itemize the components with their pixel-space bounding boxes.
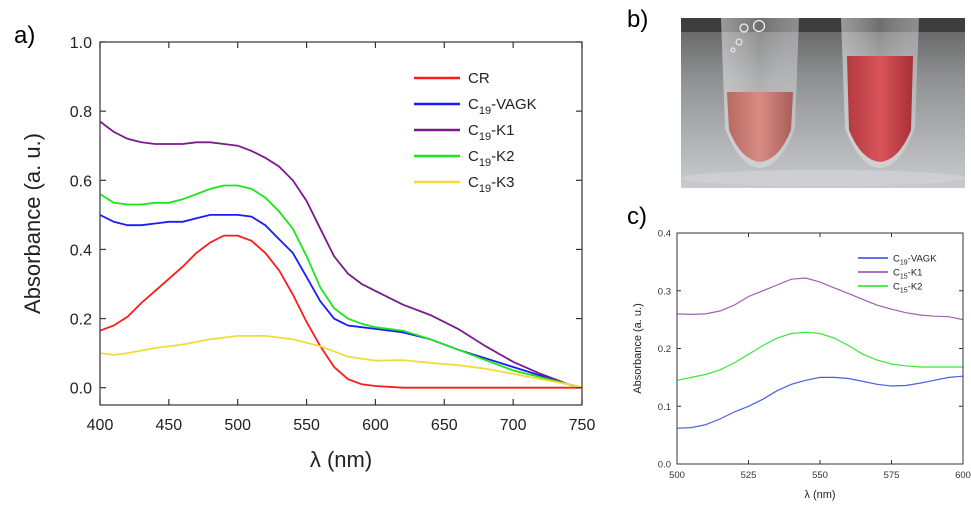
legend-entry: C19-VAGK xyxy=(468,96,537,117)
series-line-cr xyxy=(100,234,582,389)
chart-a: 400 450 500 550 600 650 700 750 0.0 0.2 0.4 0.6 0.8 1… xyxy=(20,35,595,472)
y-tick-label: 0.0 xyxy=(70,381,92,398)
y-axis-title: Absorbance (a. u.) xyxy=(20,133,45,314)
sample-tubes-photo xyxy=(681,18,965,188)
series-line-c19-k1 xyxy=(100,120,582,389)
x-tick-label: 600 xyxy=(955,470,971,481)
x-axis-title: λ (nm) xyxy=(310,447,372,472)
x-tick-label: 500 xyxy=(669,470,685,481)
legend-entry: C19-K3 xyxy=(468,174,514,195)
series-line-c15-k1 xyxy=(677,277,963,321)
plot-frame xyxy=(99,41,583,406)
x-tick-label: 550 xyxy=(293,417,320,434)
series-line-c15-k2 xyxy=(677,331,963,381)
panel-label-c: c) xyxy=(627,203,647,230)
y-tick-label: 0.8 xyxy=(70,104,92,121)
x-tick-label: 650 xyxy=(431,417,458,434)
x-axis-title: λ (nm) xyxy=(804,489,835,501)
y-tick-label: 0.4 xyxy=(70,242,92,259)
legend-entry: C19-K2 xyxy=(468,148,514,169)
x-tick-label: 500 xyxy=(224,417,251,434)
x-tick-label: 525 xyxy=(741,470,757,481)
legend-entry: C15-K2 xyxy=(893,282,922,295)
y-tick-label: 0.1 xyxy=(658,402,671,413)
y-tick-label: 1.0 xyxy=(70,35,92,52)
y-tick-label: 0.0 xyxy=(658,460,671,471)
x-tick-label: 400 xyxy=(87,417,114,434)
y-tick-label: 0.4 xyxy=(658,229,671,240)
legend-entry: C15-K1 xyxy=(893,268,922,281)
x-tick-label: 450 xyxy=(156,417,183,434)
x-tick-label: 575 xyxy=(884,470,900,481)
x-tick-label: 700 xyxy=(500,417,527,434)
x-tick-label: 750 xyxy=(569,417,596,434)
y-tick-label: 0.2 xyxy=(658,344,671,355)
series-line-c19-vagk xyxy=(100,213,582,389)
series-line-c19-k2 xyxy=(100,184,582,389)
y-axis-title: Absorbance (a. u.) xyxy=(632,303,644,394)
panel-label-a: a) xyxy=(14,22,36,49)
panel-label-b: b) xyxy=(627,6,649,33)
legend-entry: C19-K1 xyxy=(468,122,514,143)
series-line-c19-vagk xyxy=(677,375,963,429)
chart-c: 500 525 550 575 600 0.0 0.1 0.2 0.3 0.4 λ (nm) Abso… xyxy=(632,229,971,502)
y-tick-label: 0.3 xyxy=(658,286,671,297)
x-tick-label: 550 xyxy=(812,470,828,481)
legend-entry: C19-VAGK xyxy=(893,254,937,267)
x-tick-label: 600 xyxy=(362,417,389,434)
y-tick-label: 0.2 xyxy=(70,312,92,329)
legend-entry: CR xyxy=(468,70,490,87)
y-tick-label: 0.6 xyxy=(70,173,92,190)
series-line-c19-k3 xyxy=(100,334,582,389)
